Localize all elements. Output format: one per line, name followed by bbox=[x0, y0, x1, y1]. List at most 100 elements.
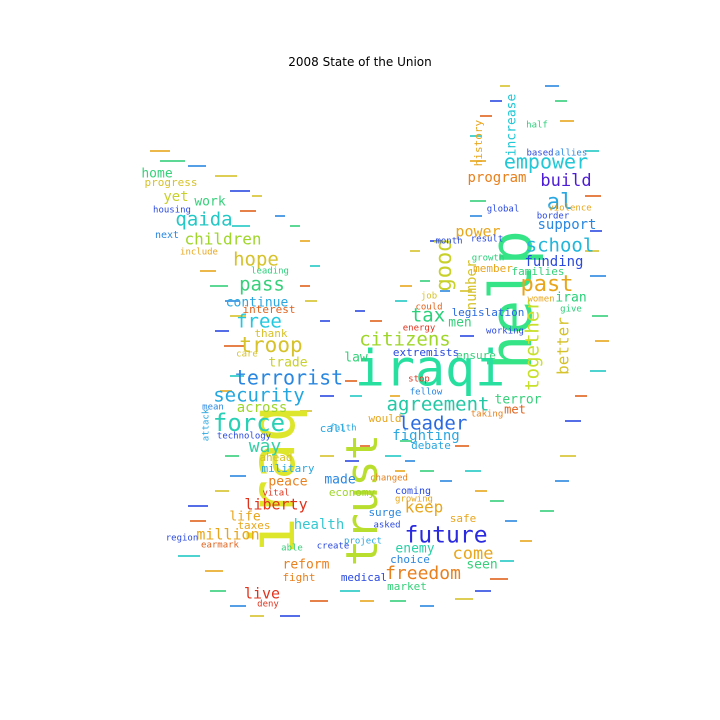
cloud-word-ahead: ahead bbox=[259, 451, 292, 464]
filler-word-mark bbox=[220, 390, 232, 392]
cloud-word-medical: medical bbox=[341, 571, 387, 584]
filler-word-mark bbox=[490, 500, 504, 502]
cloud-word-made: made bbox=[324, 473, 355, 488]
cloud-word-hope: hope bbox=[233, 249, 279, 271]
cloud-word-agreement: agreement bbox=[387, 394, 490, 416]
filler-word-mark bbox=[300, 410, 312, 412]
cloud-word-citizens: citizens bbox=[359, 329, 451, 351]
cloud-word-taxes: taxes bbox=[237, 519, 270, 532]
filler-word-mark bbox=[250, 615, 264, 617]
filler-word-mark bbox=[215, 330, 229, 332]
filler-word-mark bbox=[320, 320, 330, 322]
cloud-word-working: working bbox=[486, 327, 524, 337]
cloud-word-military: military bbox=[262, 462, 315, 475]
cloud-word-build: build bbox=[540, 171, 591, 191]
filler-word-mark bbox=[440, 290, 450, 292]
cloud-word-force: force bbox=[213, 409, 285, 437]
cloud-word-project: project bbox=[344, 537, 382, 547]
cloud-word-iraqi: iraqi bbox=[355, 340, 506, 398]
filler-word-mark bbox=[178, 555, 200, 557]
cloud-word-housing: housing bbox=[153, 206, 191, 216]
cloud-word-changed: changed bbox=[370, 474, 408, 484]
cloud-word-asked: asked bbox=[373, 521, 400, 531]
filler-word-mark bbox=[300, 240, 310, 242]
cloud-word-coming: coming bbox=[395, 486, 431, 497]
filler-word-mark bbox=[188, 165, 206, 167]
cloud-word-keep: keep bbox=[405, 498, 444, 517]
filler-word-mark bbox=[590, 370, 606, 372]
filler-word-mark bbox=[230, 190, 250, 192]
filler-word-mark bbox=[540, 510, 554, 512]
filler-word-mark bbox=[290, 225, 300, 227]
cloud-word-men: men bbox=[448, 316, 471, 331]
cloud-word-trade: trade bbox=[268, 356, 307, 371]
cloud-word-across: across bbox=[237, 400, 288, 416]
filler-word-mark bbox=[420, 470, 434, 472]
filler-word-mark bbox=[345, 380, 357, 382]
cloud-word-history: history bbox=[472, 119, 485, 166]
filler-word-mark bbox=[430, 240, 442, 242]
filler-word-mark bbox=[230, 605, 246, 607]
cloud-word-leader: leader bbox=[399, 413, 468, 435]
filler-word-mark bbox=[480, 115, 492, 117]
cloud-word-job: job bbox=[421, 292, 437, 302]
filler-word-mark bbox=[395, 300, 407, 302]
filler-word-mark bbox=[215, 175, 237, 177]
cloud-word-trust: trust bbox=[337, 434, 388, 566]
filler-word-mark bbox=[280, 615, 300, 617]
filler-word-mark bbox=[230, 475, 246, 477]
filler-word-mark bbox=[490, 100, 502, 102]
filler-word-mark bbox=[390, 600, 406, 602]
filler-word-mark bbox=[575, 395, 587, 397]
cloud-word-leading: leading bbox=[251, 267, 289, 277]
cloud-word-based: based bbox=[526, 149, 553, 159]
cloud-word-together: together bbox=[522, 299, 544, 391]
filler-word-mark bbox=[252, 195, 262, 197]
cloud-word-taking: taking bbox=[471, 410, 504, 420]
filler-word-mark bbox=[360, 600, 374, 602]
cloud-word-life: life bbox=[229, 510, 260, 525]
cloud-word-free: free bbox=[236, 311, 282, 333]
filler-word-mark bbox=[355, 310, 365, 312]
filler-word-mark bbox=[410, 250, 420, 252]
cloud-word-security: security bbox=[213, 385, 305, 407]
filler-word-mark bbox=[310, 600, 328, 602]
cloud-word-work: work bbox=[194, 195, 225, 210]
filler-word-mark bbox=[240, 210, 256, 212]
cloud-word-interest: interest bbox=[243, 303, 296, 316]
filler-word-mark bbox=[320, 395, 334, 397]
filler-word-mark bbox=[505, 520, 517, 522]
filler-word-mark bbox=[560, 455, 576, 457]
cloud-word-deny: deny bbox=[257, 600, 279, 610]
filler-word-mark bbox=[545, 85, 559, 87]
cloud-word-pass: pass bbox=[239, 274, 285, 296]
cloud-word-debate: debate bbox=[411, 439, 451, 452]
cloud-word-support: support bbox=[537, 217, 596, 233]
filler-word-mark bbox=[585, 150, 599, 152]
filler-word-mark bbox=[475, 490, 487, 492]
filler-word-mark bbox=[300, 285, 310, 287]
filler-word-mark bbox=[400, 285, 412, 287]
filler-word-mark bbox=[225, 300, 239, 302]
filler-word-mark bbox=[440, 480, 452, 482]
filler-word-mark bbox=[405, 460, 415, 462]
cloud-word-increase: increase bbox=[505, 94, 520, 157]
filler-word-mark bbox=[340, 590, 360, 592]
cloud-word-global: global bbox=[487, 205, 520, 215]
cloud-word-vital: vital bbox=[262, 489, 289, 499]
cloud-word-progress: progress bbox=[145, 176, 198, 189]
cloud-word-could: could bbox=[415, 303, 442, 313]
cloud-word-past: past bbox=[521, 272, 574, 297]
filler-word-mark bbox=[460, 335, 474, 337]
cloud-word-border: border bbox=[537, 212, 570, 222]
filler-word-mark bbox=[585, 250, 599, 252]
filler-word-mark bbox=[455, 445, 469, 447]
cloud-word-create: create bbox=[317, 542, 350, 552]
filler-word-mark bbox=[595, 340, 609, 342]
cloud-word-member: member bbox=[473, 262, 513, 275]
cloud-word-result: result bbox=[471, 235, 504, 245]
cloud-word-care: care bbox=[236, 350, 258, 360]
filler-word-mark bbox=[470, 215, 482, 217]
filler-word-mark bbox=[400, 440, 412, 442]
